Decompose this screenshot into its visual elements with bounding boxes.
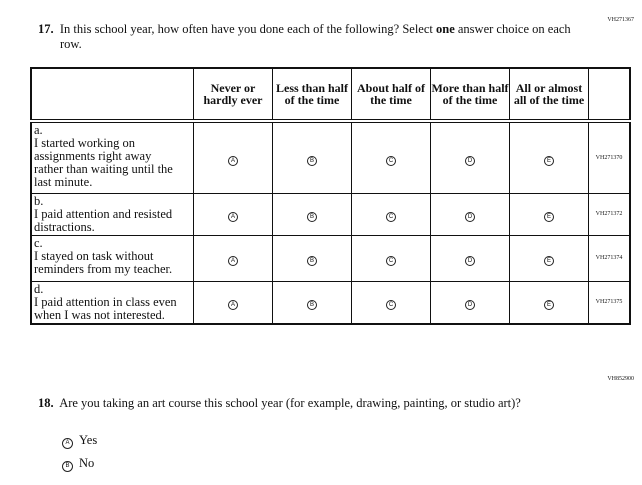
answer-cell[interactable]: A xyxy=(193,120,273,194)
option-no[interactable]: B No xyxy=(62,456,94,472)
row-label: d.I paid attention in class even when I … xyxy=(30,280,194,325)
header-row: Never or hardly ever Less than half of t… xyxy=(30,67,631,123)
answer-cell[interactable]: A xyxy=(193,192,273,236)
row-text: I paid attention in class even when I wa… xyxy=(34,294,177,322)
answer-cell[interactable]: C xyxy=(351,280,431,325)
column-header: More than half of the time xyxy=(430,67,510,123)
row-label: c.I stayed on task without reminders fro… xyxy=(30,234,194,282)
answer-cell[interactable]: D xyxy=(430,120,510,194)
bubble-a-icon[interactable]: A xyxy=(228,256,238,266)
answer-cell[interactable]: D xyxy=(430,192,510,236)
item-id: VH271372 xyxy=(588,192,631,236)
table-row: d.I paid attention in class even when I … xyxy=(30,280,631,325)
question-id: VH852900 xyxy=(607,376,634,382)
bubble-b-icon[interactable]: B xyxy=(307,212,317,222)
answer-cell[interactable]: E xyxy=(509,120,589,194)
answer-cell[interactable]: A xyxy=(193,234,273,282)
question-17-prompt: 17. In this school year, how often have … xyxy=(38,22,580,52)
question-18-prompt: 18. Are you taking an art course this sc… xyxy=(38,396,560,411)
row-letter: a. xyxy=(34,123,43,137)
bubble-a-icon[interactable]: A xyxy=(228,155,238,166)
row-text: I started working on assignments right a… xyxy=(34,136,173,189)
row-text: I paid attention and resisted distractio… xyxy=(34,206,173,234)
table-row: b.I paid attention and resisted distract… xyxy=(30,192,631,236)
header-blank xyxy=(588,67,631,123)
prompt-emphasis: one xyxy=(436,22,455,36)
bubble-c-icon[interactable]: C xyxy=(386,300,396,311)
column-header: About half of the time xyxy=(351,67,431,123)
answer-cell[interactable]: B xyxy=(272,192,352,236)
answer-cell[interactable]: B xyxy=(272,280,352,325)
item-id: VH271374 xyxy=(588,234,631,282)
bubble-d-icon[interactable]: D xyxy=(465,212,475,222)
answer-cell[interactable]: D xyxy=(430,280,510,325)
row-text: I stayed on task without reminders from … xyxy=(34,248,173,276)
bubble-c-icon[interactable]: C xyxy=(386,256,396,266)
bubble-b-icon[interactable]: B xyxy=(307,256,317,266)
option-label: Yes xyxy=(79,433,98,447)
bubble-d-icon[interactable]: D xyxy=(465,256,475,266)
item-id: VH271375 xyxy=(588,280,631,325)
answer-cell[interactable]: D xyxy=(430,234,510,282)
answer-cell[interactable]: C xyxy=(351,192,431,236)
bubble-e-icon[interactable]: E xyxy=(544,212,554,222)
answer-cell[interactable]: E xyxy=(509,192,589,236)
column-header: Never or hardly ever xyxy=(193,67,273,123)
question-number: 17. xyxy=(38,22,54,36)
row-label: b.I paid attention and resisted distract… xyxy=(30,192,194,236)
option-yes[interactable]: A Yes xyxy=(62,433,97,449)
prompt-text: answer choice on each row. xyxy=(60,22,571,51)
answer-cell[interactable]: B xyxy=(272,234,352,282)
prompt-text: Are you taking an art course this school… xyxy=(59,396,521,410)
bubble-b-icon[interactable]: B xyxy=(307,155,317,166)
question-17-grid: Never or hardly ever Less than half of t… xyxy=(30,67,631,325)
bubble-a-icon[interactable]: A xyxy=(228,212,238,222)
row-letter: c. xyxy=(34,235,43,250)
bubble-e-icon[interactable]: E xyxy=(544,300,554,311)
bubble-e-icon[interactable]: E xyxy=(544,256,554,266)
bubble-c-icon[interactable]: C xyxy=(386,155,396,166)
answer-cell[interactable]: B xyxy=(272,120,352,194)
answer-cell[interactable]: E xyxy=(509,280,589,325)
answer-cell[interactable]: C xyxy=(351,120,431,194)
bubble-b-icon[interactable]: B xyxy=(62,461,73,472)
bubble-d-icon[interactable]: D xyxy=(465,155,475,166)
answer-cell[interactable]: E xyxy=(509,234,589,282)
question-number: 18. xyxy=(38,396,54,410)
bubble-e-icon[interactable]: E xyxy=(544,155,554,166)
answer-cell[interactable]: A xyxy=(193,280,273,325)
answer-cell[interactable]: C xyxy=(351,234,431,282)
bubble-a-icon[interactable]: A xyxy=(62,438,73,449)
table-row: c.I stayed on task without reminders fro… xyxy=(30,234,631,282)
column-header: All or almost all of the time xyxy=(509,67,589,123)
bubble-d-icon[interactable]: D xyxy=(465,300,475,311)
option-label: No xyxy=(79,456,95,470)
prompt-text: In this school year, how often have you … xyxy=(59,22,436,36)
row-letter: b. xyxy=(34,193,44,208)
bubble-c-icon[interactable]: C xyxy=(386,212,396,222)
row-letter: d. xyxy=(34,281,44,296)
column-header: Less than half of the time xyxy=(272,67,352,123)
row-label: a.I started working on assignments right… xyxy=(30,120,194,194)
table-row: a.I started working on assignments right… xyxy=(30,120,631,194)
bubble-a-icon[interactable]: A xyxy=(228,300,238,311)
question-id: VH271367 xyxy=(607,17,634,23)
header-blank xyxy=(30,67,194,123)
bubble-b-icon[interactable]: B xyxy=(307,300,317,311)
item-id: VH271370 xyxy=(588,120,631,194)
